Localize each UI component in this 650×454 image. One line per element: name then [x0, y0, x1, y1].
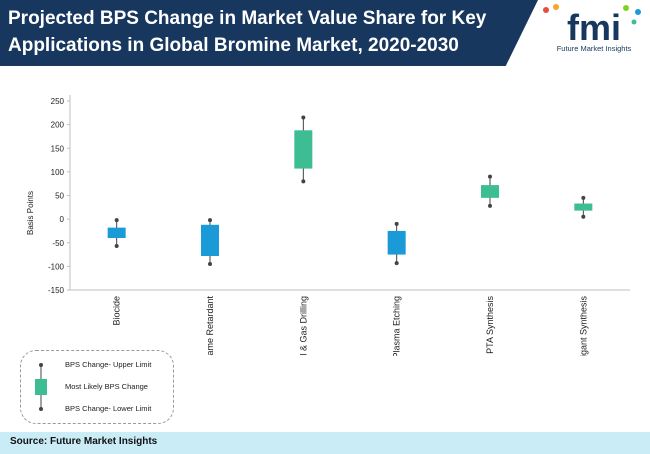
y-tick-label: -100 [48, 262, 65, 271]
lower-limit-point [208, 262, 212, 267]
source-footer: Source: Future Market Insights [0, 432, 650, 454]
box [294, 130, 313, 169]
source-text: Source: Future Market Insights [10, 436, 158, 447]
y-tick-label: 50 [55, 192, 64, 201]
legend-lower-label: BPS Change- Lower Limit [65, 404, 152, 413]
box [574, 203, 593, 211]
x-tick-label: Fumigant Synthesis [578, 296, 588, 356]
x-tick-label: PTA Synthesis [485, 296, 495, 354]
legend-upper-dot [39, 363, 43, 367]
x-tick-labels: Biocide Flame Retardant Oil & Gas Drilling… [112, 296, 589, 356]
lower-limit-point [114, 244, 119, 249]
y-tick-label: 150 [51, 144, 65, 153]
lower-limit-point [581, 214, 586, 219]
upper-limit-point [301, 115, 306, 120]
y-tick-label: 100 [51, 168, 65, 177]
x-tick-label: Flame Retardant [205, 296, 215, 356]
x-tick-label: Plasma Etching [392, 296, 402, 356]
legend: BPS Change- Upper Limit Most Likely BPS … [20, 350, 174, 424]
box [107, 227, 126, 239]
box-plot-chart: -150 -100 -50 0 50 100 150 200 250 Biocide Flame … [26, 95, 630, 356]
box [387, 230, 406, 255]
upper-limit-point [488, 174, 492, 179]
upper-limit-point [581, 195, 586, 200]
upper-limit-point [114, 218, 119, 223]
upper-limit-point [394, 221, 399, 226]
chart-axes [67, 95, 630, 291]
header-bar: Projected BPS Change in Market Value Sha… [0, 0, 650, 66]
box-series [107, 115, 593, 267]
fmi-logo-mark: fmi [543, 4, 641, 48]
x-tick-label: Oil & Gas Drilling [298, 296, 308, 356]
lower-limit-point [488, 203, 492, 208]
title-band [0, 0, 538, 66]
fmi-logo: fmi Future Market Insights [540, 2, 648, 64]
y-tick-label: 250 [51, 97, 65, 106]
y-tick-label: -50 [52, 239, 64, 248]
legend-box-swatch [35, 379, 47, 395]
legend-likely-label: Most Likely BPS Change [65, 382, 148, 391]
y-tick-label: 200 [51, 121, 65, 130]
logo-tagline: Future Market Insights [556, 44, 632, 53]
box [201, 224, 219, 256]
legend-lower-dot [39, 407, 43, 411]
y-axis-label: Basis Points [26, 191, 35, 235]
legend-upper-label: BPS Change- Upper Limit [65, 360, 152, 369]
lower-limit-point [301, 179, 306, 184]
x-tick-label: Biocide [112, 296, 122, 326]
logo-letters: fmi [567, 7, 621, 46]
chart-title: Projected BPS Change in Market Value Sha… [8, 8, 487, 56]
legend-swatch [35, 363, 47, 411]
lower-limit-point [394, 261, 399, 266]
y-tick-label: -150 [48, 286, 65, 295]
upper-limit-point [208, 218, 212, 223]
y-tick-labels: -150 -100 -50 0 50 100 150 200 250 [48, 97, 65, 295]
y-tick-label: 0 [60, 215, 65, 224]
box [481, 185, 499, 198]
